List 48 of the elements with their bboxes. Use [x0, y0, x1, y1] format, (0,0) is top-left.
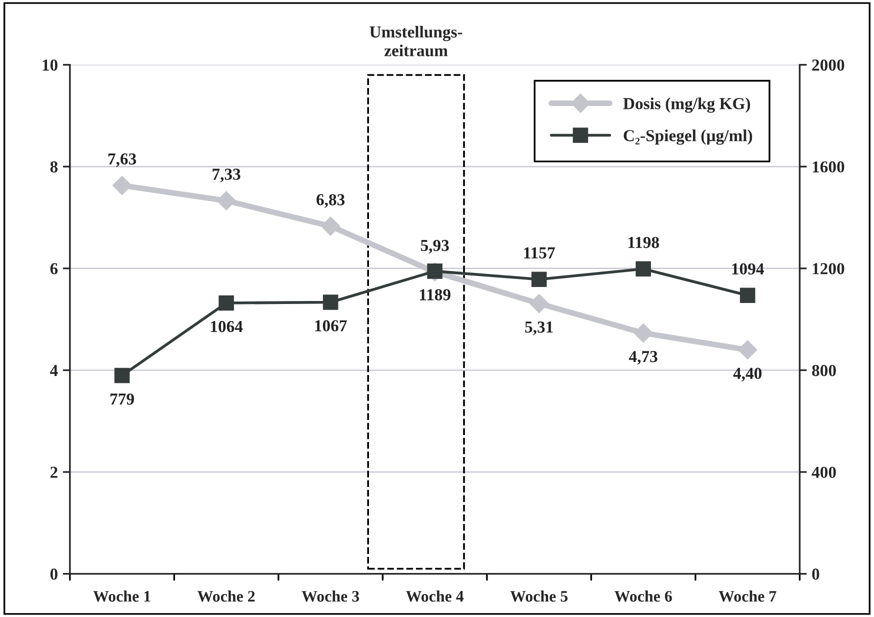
y-tick-label: 10 [42, 59, 58, 71]
y2-tick-label: 800 [812, 364, 836, 376]
point [112, 176, 132, 195]
x-tick-label: Woche 2 [197, 590, 255, 602]
x-tick-label: Woche 4 [406, 590, 464, 602]
data-label: 4,73 [628, 351, 658, 365]
point [530, 294, 549, 314]
y2-tick-label: 0 [812, 568, 820, 580]
y-tick-label: 6 [50, 263, 58, 274]
data-label: 1094 [732, 263, 764, 275]
data-label: 779 [110, 394, 134, 405]
y-tick-label: 2 [50, 466, 58, 478]
point [114, 368, 130, 384]
data-label: 6,83 [316, 194, 345, 208]
legend-label: Dosis (mg/kg KG) [623, 98, 750, 113]
data-label: 4,40 [733, 368, 762, 382]
y2-tick-label: 1600 [812, 161, 844, 173]
x-tick-label: Woche 3 [302, 590, 360, 602]
y2-tick-label: 2000 [812, 59, 844, 71]
data-label: 5,93 [420, 240, 449, 254]
point [216, 191, 236, 210]
point [321, 216, 340, 236]
data-label: 1064 [210, 320, 243, 332]
point [636, 261, 651, 277]
data-label: 1198 [628, 236, 659, 248]
data-label: 1189 [420, 289, 450, 300]
legend-label: C₂-Spiegel (µg/ml) [624, 130, 752, 145]
y2-tick-label: 400 [812, 466, 836, 478]
point [531, 272, 547, 287]
x-tick-label: Woche 7 [718, 590, 776, 602]
point [740, 288, 756, 304]
point [738, 340, 758, 360]
point [634, 324, 653, 343]
data-label: 7,33 [212, 168, 240, 182]
data-label: 5,31 [525, 321, 553, 336]
y-tick-label: 0 [50, 568, 58, 580]
x-tick-label: Woche 6 [614, 590, 672, 602]
data-label: 1157 [524, 247, 555, 259]
text: Umstellungs- zeitraum [370, 26, 462, 56]
point [218, 295, 234, 311]
point [322, 294, 338, 310]
x-tick-label: Woche 5 [510, 590, 568, 602]
y2-tick-label: 1200 [812, 263, 844, 274]
y-tick-label: 8 [50, 161, 58, 173]
data-label: 7,63 [108, 153, 136, 168]
y-tick-label: 4 [50, 365, 58, 376]
data-label: 1067 [315, 320, 347, 332]
x-tick-label: Woche 1 [93, 590, 150, 602]
